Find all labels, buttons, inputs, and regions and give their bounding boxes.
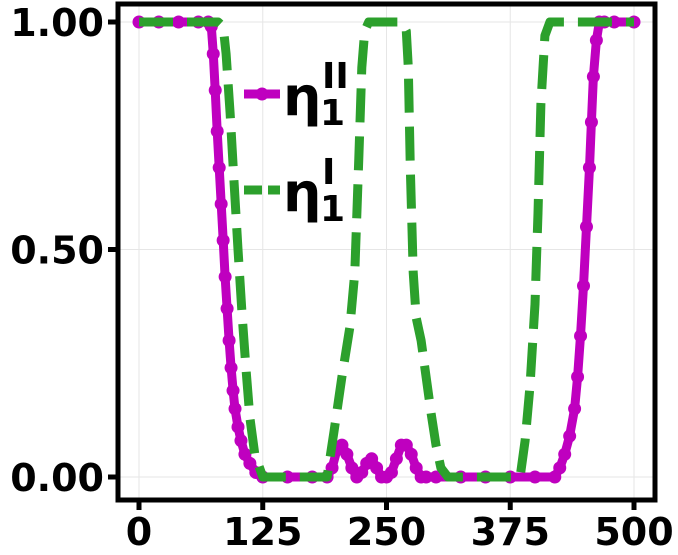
data-point — [584, 115, 598, 129]
data-point — [384, 465, 398, 479]
legend-label: η1I — [283, 152, 345, 230]
data-point — [574, 329, 588, 343]
legend-label: η1II — [283, 56, 349, 134]
data-point — [210, 124, 224, 138]
x-tick-label: 375 — [471, 510, 550, 554]
data-point — [208, 83, 222, 97]
plot-area — [132, 15, 641, 484]
data-point — [571, 370, 585, 384]
y-tick-label: 0.00 — [10, 456, 104, 500]
x-tick-label: 500 — [594, 510, 673, 554]
series-2 — [139, 17, 634, 482]
data-point — [224, 361, 238, 375]
data-point — [568, 402, 582, 416]
y-tick-label: 1.00 — [10, 1, 104, 45]
data-point — [216, 233, 230, 247]
legend: η1II η1I — [244, 56, 349, 230]
data-point — [231, 420, 245, 434]
data-point — [340, 447, 354, 461]
data-point — [586, 70, 600, 84]
data-point — [553, 461, 567, 475]
legend-entry-1: η1II — [244, 56, 349, 134]
data-point — [589, 33, 603, 47]
data-point — [419, 470, 433, 484]
data-point — [234, 434, 248, 448]
data-point — [222, 334, 236, 347]
data-point — [206, 47, 220, 61]
data-point — [218, 270, 232, 284]
data-point — [528, 470, 542, 484]
data-point — [563, 429, 577, 443]
data-point — [228, 402, 242, 416]
x-tick-label: 250 — [347, 510, 426, 554]
legend-entry-2: η1I — [244, 152, 345, 230]
x-tick-label: 125 — [223, 510, 302, 554]
data-point — [226, 384, 240, 398]
legend-marker — [255, 87, 269, 101]
x-tick-label: 0 — [126, 510, 152, 554]
series-line — [139, 17, 634, 482]
data-point — [404, 447, 418, 461]
axis-ticks: 0 125 250 375 500 0.00 0.50 1.00 — [10, 1, 673, 554]
data-point — [579, 220, 593, 234]
data-point — [577, 279, 591, 293]
y-tick-label: 0.50 — [10, 229, 104, 273]
data-point — [214, 197, 228, 211]
data-point — [172, 15, 186, 29]
data-point — [558, 447, 572, 461]
data-point — [429, 470, 443, 484]
data-point — [212, 161, 226, 175]
data-point — [582, 161, 596, 175]
data-point — [220, 302, 234, 316]
data-point — [389, 452, 403, 466]
